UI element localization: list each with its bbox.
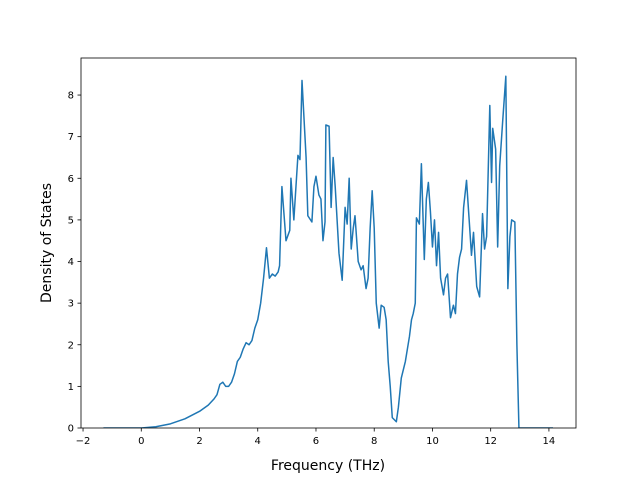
x-tick-label: 2 xyxy=(196,436,202,447)
y-tick-label: 6 xyxy=(68,174,74,185)
y-tick-label: 1 xyxy=(68,382,74,393)
x-tick-label: 0 xyxy=(138,436,144,447)
x-axis-label: Frequency (THz) xyxy=(271,458,385,474)
y-tick-label: 2 xyxy=(68,340,74,351)
y-tick-label: 4 xyxy=(68,257,74,268)
y-tick-label: 8 xyxy=(68,91,74,102)
x-tick-label: −2 xyxy=(76,436,91,447)
y-tick-label: 5 xyxy=(68,215,74,226)
y-tick-label: 3 xyxy=(68,299,74,310)
x-tick-label: 12 xyxy=(484,436,497,447)
y-tick-label: 0 xyxy=(68,424,74,435)
plot-frame xyxy=(80,57,577,429)
y-tick-label: 7 xyxy=(68,132,74,143)
x-tick-label: 10 xyxy=(426,436,439,447)
x-tick-label: 4 xyxy=(255,436,261,447)
x-tick-label: 6 xyxy=(313,436,319,447)
y-axis-label: Density of States xyxy=(39,183,55,303)
x-tick-label: 8 xyxy=(371,436,377,447)
data-line xyxy=(103,75,553,428)
x-tick-label: 14 xyxy=(543,436,556,447)
